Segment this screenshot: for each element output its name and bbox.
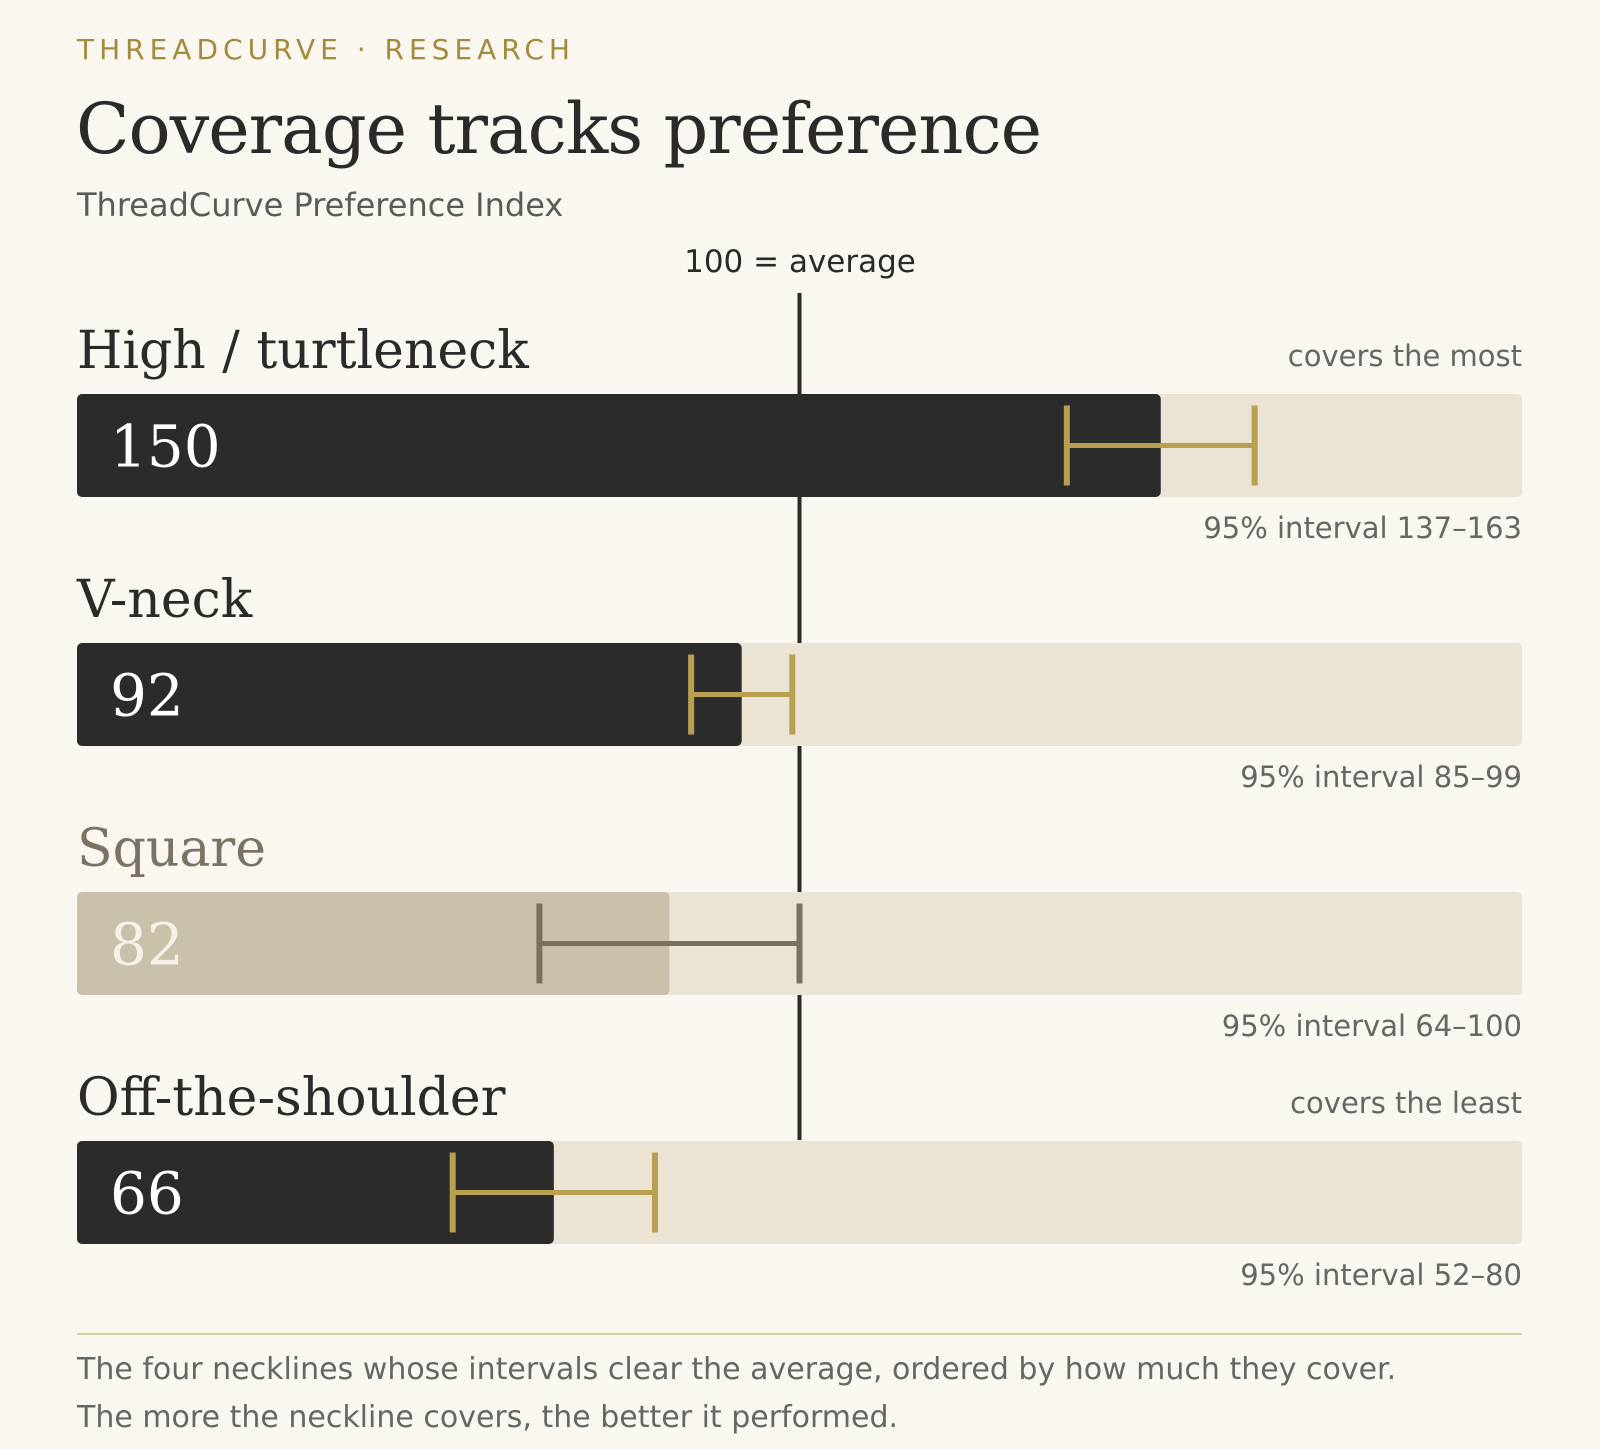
interval-label-off-the-shoulder: 95% interval 52–80 — [1240, 1258, 1522, 1292]
value-label-square: 82 — [110, 911, 184, 979]
page-subtitle: ThreadCurve Preference Index — [77, 186, 564, 224]
value-label-high-turtleneck: 150 — [110, 413, 221, 481]
reference-label: 100 = average — [684, 244, 916, 280]
value-label-off-the-shoulder: 66 — [110, 1160, 184, 1228]
footnote-line-1: The four necklines whose intervals clear… — [77, 1352, 1397, 1387]
interval-label-v-neck: 95% interval 85–99 — [1240, 760, 1522, 794]
bar-off-the-shoulder — [77, 1141, 554, 1244]
interval-label-square: 95% interval 64–100 — [1222, 1009, 1522, 1043]
page-title: Coverage tracks preference — [76, 88, 1042, 170]
row-note-off-the-shoulder: covers the least — [1290, 1086, 1522, 1120]
category-label-square: Square — [77, 819, 266, 879]
bar-v-neck — [77, 643, 742, 746]
footnote: The four necklines whose intervals clear… — [77, 1346, 1527, 1442]
footnote-line-2: The more the neckline covers, the better… — [77, 1400, 899, 1435]
category-label-v-neck: V-neck — [76, 570, 253, 630]
interval-label-high-turtleneck: 95% interval 137–163 — [1203, 511, 1522, 545]
kicker: THREADCURVE · RESEARCH — [77, 33, 575, 66]
value-label-v-neck: 92 — [110, 662, 184, 730]
bar-high-turtleneck — [77, 394, 1161, 497]
divider — [77, 1333, 1522, 1335]
bar-square — [77, 892, 670, 995]
category-label-high-turtleneck: High / turtleneck — [77, 321, 529, 381]
category-label-off-the-shoulder: Off-the-shoulder — [77, 1068, 506, 1128]
row-note-high-turtleneck: covers the most — [1288, 339, 1522, 373]
